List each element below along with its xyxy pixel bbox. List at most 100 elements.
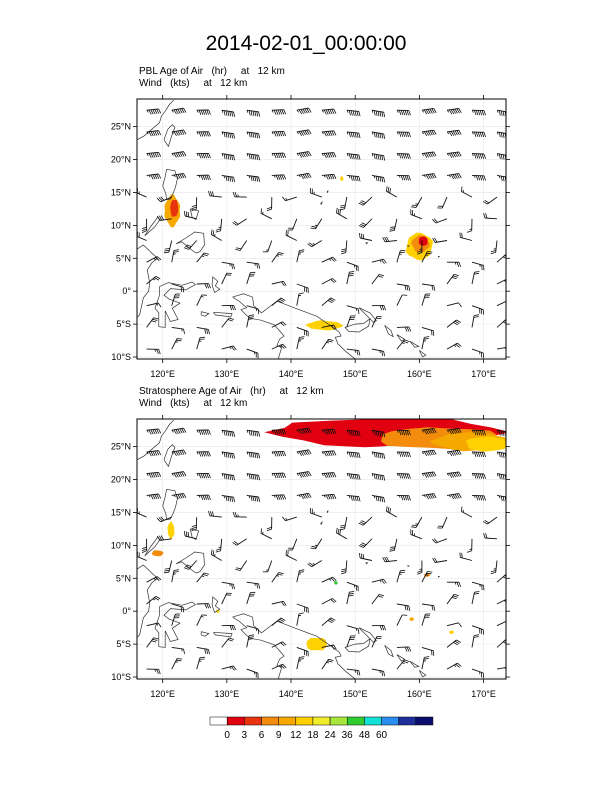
wind-barb — [310, 192, 322, 198]
wind-barb — [446, 471, 459, 475]
wind-barb — [221, 261, 234, 265]
colorbar-label: 3 — [242, 730, 248, 741]
coastline — [326, 190, 329, 194]
wind-barb — [171, 471, 184, 475]
wind-barb — [260, 532, 273, 540]
wind-barb — [446, 493, 459, 496]
wind-barb — [221, 272, 228, 285]
wind-barb — [371, 451, 384, 455]
map-frame — [136, 98, 507, 360]
wind-barb — [461, 511, 473, 518]
wind-barb — [346, 473, 359, 476]
wind-barb — [446, 274, 455, 285]
coastline — [437, 575, 441, 578]
panel1-field-label: PBL Age of Air (hr) at 12 km — [139, 66, 285, 77]
age-shading — [340, 176, 344, 182]
wind-barb — [435, 560, 448, 563]
map-panel-1: 120°E 130°E 140°E 150°E 160°E 170°E 25°N 20°N 15… — [111, 95, 510, 379]
wind-barb — [495, 560, 498, 573]
wind-barb — [168, 240, 173, 253]
coastline — [409, 340, 420, 348]
wind-barb — [384, 560, 397, 563]
wind-barb — [296, 471, 309, 475]
coastline — [200, 311, 210, 317]
wind-barb — [239, 560, 248, 571]
wind-barb — [246, 581, 259, 585]
wind-barb — [221, 153, 234, 156]
wind-barb — [246, 261, 259, 265]
wind-barb — [171, 603, 184, 608]
wind-barb — [421, 283, 434, 287]
colorbar-swatch — [244, 716, 262, 726]
wind-barbs — [137, 107, 506, 359]
wind-barb — [346, 635, 352, 648]
wind-barb — [159, 538, 172, 541]
wind-barb — [496, 153, 506, 156]
wind-barb — [421, 251, 428, 263]
colorbar-swatch — [415, 716, 434, 726]
wind-barb — [496, 494, 506, 498]
wind-barb — [362, 516, 373, 526]
wind-barb — [160, 196, 172, 203]
coastline — [358, 307, 377, 323]
colorbar-swatch — [381, 716, 399, 726]
wind-barb — [221, 317, 230, 328]
wind-barb — [246, 272, 251, 285]
wind-barb — [336, 212, 348, 220]
coastline — [162, 169, 178, 201]
wind-barb — [246, 635, 250, 648]
wind-barb — [346, 668, 359, 672]
wind-barb — [296, 129, 309, 133]
wind-barb — [221, 592, 228, 605]
colorbar-swatch — [312, 716, 331, 726]
colorbar-swatch — [226, 716, 245, 726]
wind-barb — [271, 450, 284, 453]
wind-barb — [396, 339, 405, 350]
lat-tick-label: 10°S — [111, 672, 131, 682]
coastline — [384, 325, 394, 338]
coastline — [162, 489, 178, 521]
wind-barb — [168, 560, 173, 573]
lon-tick-label: 160°E — [407, 689, 432, 699]
wind-barb — [421, 326, 434, 332]
wind-barb — [296, 151, 309, 155]
wind-barb — [371, 594, 380, 605]
colorbar-label: 36 — [342, 730, 354, 741]
wind-barb — [271, 130, 284, 133]
wind-barb — [396, 250, 401, 263]
wind-barb — [296, 449, 309, 453]
wind-barb — [410, 213, 423, 220]
lon-tick-label: 130°E — [215, 689, 240, 699]
wind-barb — [471, 592, 475, 605]
wind-barb — [371, 274, 380, 285]
wind-barb — [346, 451, 359, 454]
wind-barb — [496, 109, 506, 113]
colorbar-swatch — [278, 716, 297, 726]
wind-barb — [292, 218, 298, 231]
wind-barb — [396, 646, 409, 648]
wind-barb — [221, 637, 230, 648]
wind-barb — [271, 252, 280, 263]
colorbar-swatch — [295, 716, 314, 726]
wind-barb — [221, 473, 234, 476]
age-shading — [449, 630, 454, 634]
wind-barb — [496, 131, 506, 134]
wind-barb — [421, 603, 434, 607]
wind-barb — [321, 450, 334, 453]
wind-barb — [146, 596, 157, 605]
wind-barb — [360, 237, 372, 241]
wind-barb — [336, 532, 348, 540]
lat-tick-label: 10°N — [111, 540, 131, 550]
coastline — [320, 521, 323, 525]
coastline — [384, 645, 394, 658]
wind-barb — [221, 174, 234, 178]
wind-barb — [221, 451, 234, 455]
coastline — [396, 334, 406, 342]
coastline — [232, 293, 356, 359]
wind-barb — [296, 337, 300, 350]
wind-barb — [321, 659, 329, 670]
wind-barb — [196, 337, 201, 350]
wind-barb — [346, 305, 359, 310]
wind-barb — [196, 252, 205, 263]
wind-barb — [371, 109, 384, 113]
